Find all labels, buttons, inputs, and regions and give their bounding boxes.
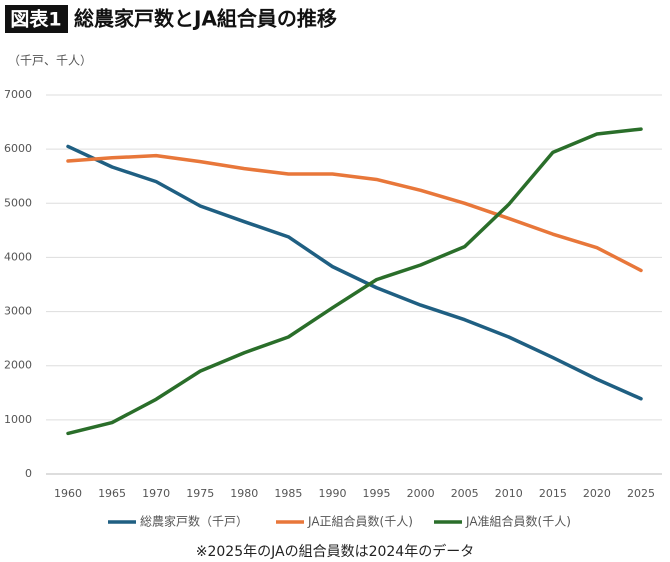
unit-label: （千戸、千人） bbox=[8, 54, 92, 68]
legend-label: JA正組合員数(千人) bbox=[307, 514, 413, 529]
x-tick-label: 2025 bbox=[627, 487, 655, 500]
y-tick-label: 5000 bbox=[4, 196, 32, 209]
chart-title: 総農家戸数とJA組合員の推移 bbox=[74, 7, 337, 31]
legend-label: 総農家戸数（千戸） bbox=[140, 514, 248, 529]
y-tick-label: 7000 bbox=[4, 88, 32, 101]
x-tick-label: 2015 bbox=[539, 487, 567, 500]
y-tick-label: 2000 bbox=[4, 359, 32, 372]
x-tick-label: 2010 bbox=[495, 487, 523, 500]
y-tick-label: 4000 bbox=[4, 250, 32, 263]
series-line bbox=[66, 153, 643, 273]
note: ※2025年のJAの組合員数は2024年のデータ bbox=[196, 543, 474, 560]
y-tick-label: 3000 bbox=[4, 305, 32, 318]
x-tick-label: 1990 bbox=[318, 487, 346, 500]
y-tick-label: 1000 bbox=[4, 413, 32, 426]
x-tick-label: 1980 bbox=[230, 487, 258, 500]
x-tick-label: 2020 bbox=[583, 487, 611, 500]
legend-label: JA准組合員数(千人) bbox=[465, 514, 571, 529]
y-tick-label: 6000 bbox=[4, 142, 32, 155]
x-tick-label: 2005 bbox=[451, 487, 479, 500]
x-tick-label: 2000 bbox=[407, 487, 435, 500]
figure-label: 図表1 bbox=[10, 8, 61, 31]
series-line bbox=[66, 127, 643, 436]
x-tick-label: 1960 bbox=[54, 487, 82, 500]
series-line bbox=[66, 144, 643, 401]
x-tick-label: 1970 bbox=[142, 487, 170, 500]
x-tick-label: 1985 bbox=[274, 487, 302, 500]
figure-label-box bbox=[5, 5, 68, 33]
y-tick-label: 0 bbox=[25, 467, 32, 480]
x-tick-label: 1965 bbox=[98, 487, 126, 500]
x-tick-label: 1995 bbox=[363, 487, 391, 500]
x-tick-label: 1975 bbox=[186, 487, 214, 500]
